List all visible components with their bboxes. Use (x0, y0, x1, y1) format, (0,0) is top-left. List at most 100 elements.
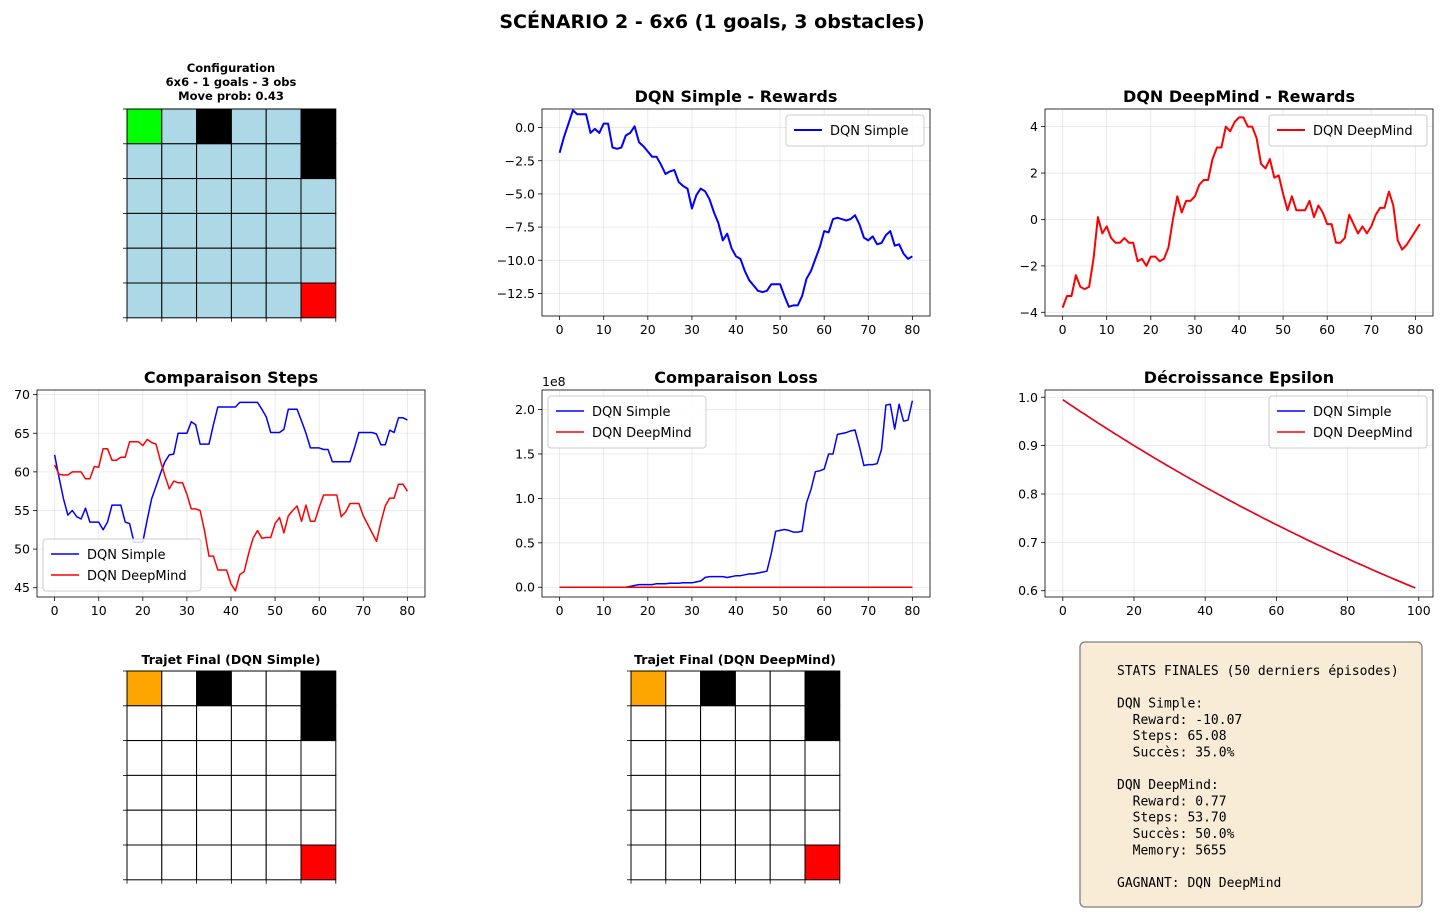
grid-cell (126, 212, 163, 249)
y-tick-label: 0.6 (1018, 583, 1038, 598)
x-tick-label: 60 (1319, 322, 1335, 337)
legend-box (1268, 114, 1428, 147)
grid-cell (769, 740, 806, 776)
grid-cell (734, 774, 771, 811)
y-tick-label: 0.9 (1018, 438, 1038, 453)
stats-line: Succès: 50.0% (1117, 827, 1235, 842)
legend: DQN Simple DQN DeepMind (547, 395, 707, 449)
grid-cell (230, 143, 267, 180)
chart-title: Comparaison Steps (144, 368, 318, 387)
grid-cell (126, 282, 163, 319)
chart-title: Décroissance Epsilon (1144, 368, 1334, 387)
y-tick-label: 0.7 (1018, 535, 1038, 550)
x-tick-label: 30 (684, 322, 700, 337)
path-grid-simple: Trajet Final (DQN Simple) (123, 652, 337, 884)
grid-cell (230, 178, 267, 214)
stats-line: DQN Simple: (1117, 697, 1203, 712)
figure-title: SCÉNARIO 2 - 6x6 (1 goals, 3 obstacles) (499, 10, 924, 33)
grid-cell (300, 212, 337, 249)
grid-cell (230, 670, 267, 707)
series-line-dqn-deepmind (53, 438, 409, 592)
stats-line: Reward: 0.77 (1117, 794, 1227, 809)
config-title-line: Move prob: 0.43 (178, 89, 284, 103)
grid-cell (161, 670, 198, 707)
grid-cell (196, 809, 232, 846)
grid-cell (630, 670, 667, 707)
grid-cell (161, 212, 198, 249)
legend: DQN Simple DQN DeepMind (42, 538, 202, 592)
x-tick-label: 0 (1059, 322, 1067, 337)
y-tick-label: 4 (1030, 119, 1038, 134)
grid-cell (804, 774, 841, 811)
grid-cell (126, 108, 163, 145)
grid-cell (230, 108, 267, 145)
grid-cell (126, 844, 163, 881)
grid-cell (700, 809, 736, 846)
grid-cell (300, 774, 337, 811)
grid-cell (196, 705, 232, 742)
grid-cell (196, 108, 232, 145)
grid-cell (300, 178, 337, 214)
grid-cell (734, 705, 771, 742)
series-line-dqn-simple (53, 401, 408, 543)
legend: DQN DeepMind (1268, 114, 1428, 147)
legend-label: DQN DeepMind (592, 426, 692, 441)
y-tick-label: 0.5 (515, 535, 535, 550)
legend-box (785, 114, 925, 147)
stats-line: Memory: 5655 (1117, 843, 1227, 858)
grid-cell (196, 247, 232, 284)
stats-line: Steps: 53.70 (1117, 811, 1227, 826)
grid-cell (804, 740, 841, 776)
x-tick-label: 70 (355, 603, 371, 618)
y-tick-label: 0 (1030, 212, 1038, 227)
legend-label: DQN Simple (592, 405, 671, 420)
stats-line: GAGNANT: DQN DeepMind (1117, 876, 1281, 891)
y-tick-label: 2.0 (515, 402, 535, 417)
chart-title: DQN Simple - Rewards (635, 87, 838, 106)
y-tick-label: −7.5 (505, 220, 535, 235)
y-tick-label: 0.8 (1018, 486, 1038, 501)
y-tick-label: −2 (1020, 258, 1038, 273)
y-tick-label: 2 (1030, 166, 1038, 181)
grid-cell (126, 247, 163, 284)
x-tick-label: 80 (904, 322, 920, 337)
grid-cell (300, 143, 337, 180)
x-tick-label: 0 (1059, 603, 1067, 618)
grid-cell (265, 212, 302, 249)
grid-cell (804, 705, 841, 742)
grid-cell (265, 740, 302, 776)
legend-box (42, 538, 202, 592)
grid-cell (630, 705, 667, 742)
x-tick-label: 70 (860, 322, 876, 337)
grid-cell (196, 740, 232, 776)
x-tick-label: 50 (1275, 322, 1291, 337)
grid-cell (700, 705, 736, 742)
grid-cell (630, 844, 667, 881)
grid-cell (161, 774, 198, 811)
grid-cell (769, 844, 806, 881)
grid-cell (769, 809, 806, 846)
grid-cell (126, 809, 163, 846)
grid-cell (161, 740, 198, 776)
grid-cell (665, 844, 702, 881)
grid-cell (265, 705, 302, 742)
grid-cell (769, 670, 806, 707)
grid-cell (161, 282, 198, 319)
x-tick-label: 20 (640, 603, 656, 618)
grid-cell (126, 740, 163, 776)
legend-label: DQN DeepMind (1313, 124, 1413, 139)
legend-box (547, 395, 707, 449)
grid-cell (804, 844, 841, 881)
grid-cell (196, 282, 232, 319)
grid-cell (700, 670, 736, 707)
legend-box (1268, 395, 1428, 449)
x-tick-label: 40 (1231, 322, 1247, 337)
grid-cell (161, 844, 198, 881)
chart-title: DQN DeepMind - Rewards (1123, 87, 1355, 106)
grid-cell (265, 844, 302, 881)
x-tick-label: 20 (1126, 603, 1142, 618)
grid-cell (126, 178, 163, 214)
stats-box-frame (1079, 641, 1423, 908)
